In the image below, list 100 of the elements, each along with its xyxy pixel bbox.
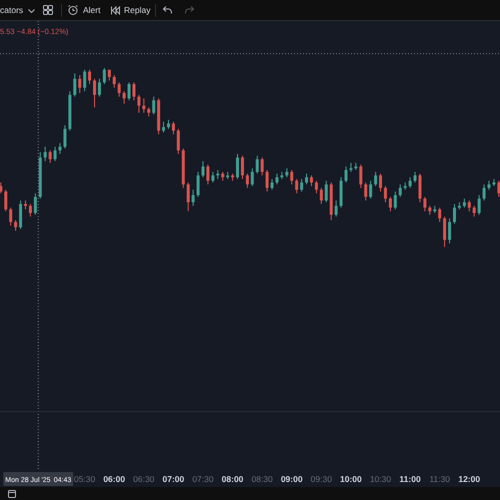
candlestick	[246, 174, 249, 188]
candlestick	[448, 218, 452, 244]
candlestick	[58, 143, 62, 154]
x-tick-label: 06:30	[133, 474, 155, 484]
candlestick	[260, 158, 264, 176]
candlestick	[478, 195, 481, 215]
candlestick	[78, 75, 82, 94]
x-tick-label: 07:00	[162, 474, 185, 484]
candlestick	[202, 161, 205, 178]
candlestick	[172, 122, 175, 134]
x-tick-label: 09:00	[280, 474, 303, 484]
x-tick-label: 06:00	[103, 474, 126, 484]
candlestick	[221, 172, 224, 181]
candlestick	[462, 198, 466, 208]
candlestick	[206, 164, 210, 184]
candlestick	[330, 182, 333, 220]
x-tick-label: 11:00	[399, 474, 421, 484]
candlestick	[240, 156, 244, 179]
candlestick	[108, 70, 111, 81]
candlestick	[216, 170, 220, 179]
candlestick	[305, 174, 308, 184]
candlestick	[364, 182, 368, 200]
candlestick	[492, 178, 496, 186]
candlestick	[167, 120, 170, 129]
candlestick	[369, 180, 372, 199]
candlestick	[270, 178, 274, 190]
candlestick	[9, 208, 12, 226]
candlestick	[487, 180, 490, 190]
candlestick	[354, 162, 358, 170]
candlestick	[398, 184, 402, 197]
candlestick	[414, 172, 417, 183]
candlestick	[468, 200, 471, 212]
candlestick	[497, 180, 500, 197]
candlestick	[404, 182, 407, 190]
candlestick	[438, 208, 442, 222]
candlestick	[24, 200, 27, 210]
candlestick	[19, 200, 22, 230]
candlestick	[14, 220, 18, 231]
candlestick	[176, 128, 180, 154]
x-tick-label: 05:30	[74, 474, 96, 484]
candlestick	[68, 91, 72, 131]
candlestick	[472, 206, 476, 217]
candlestick	[73, 73, 76, 97]
candlestick	[443, 216, 446, 247]
x-tick-label: 09:30	[310, 474, 332, 484]
candlestick	[182, 148, 185, 188]
candlestick	[290, 170, 294, 184]
candlestick	[452, 204, 456, 224]
x-tick-label: 12:00	[458, 474, 480, 484]
candlestick	[28, 204, 32, 217]
candlestick	[152, 96, 156, 115]
candlestick	[334, 200, 338, 217]
candlestick	[132, 82, 136, 100]
candlestick	[433, 206, 436, 213]
candlestick	[102, 68, 106, 84]
x-tick-label: 08:30	[251, 474, 274, 484]
candlestick	[122, 91, 126, 104]
candlestick	[275, 174, 278, 184]
candlestick	[196, 172, 200, 197]
x-tick-label: 08:00	[222, 474, 244, 484]
candlestick	[48, 150, 52, 163]
candlestick	[388, 196, 392, 212]
candlestick	[428, 206, 432, 215]
candlestick	[88, 70, 92, 84]
candlestick	[231, 174, 234, 181]
x-tick-label: 10:00	[340, 474, 362, 484]
candlestick	[423, 196, 426, 212]
candlestick	[349, 162, 352, 172]
candlestick	[359, 164, 362, 188]
x-tick-label: 11:30	[429, 474, 450, 484]
candlestick	[226, 172, 230, 179]
candlestick	[236, 154, 239, 179]
candlestick	[384, 186, 387, 202]
candlestick	[314, 180, 318, 194]
candlestick	[340, 177, 343, 208]
candlestick	[44, 146, 47, 162]
candlestick	[379, 174, 382, 192]
candlestick	[192, 190, 195, 206]
candlestick	[147, 107, 150, 116]
candlestick	[394, 192, 397, 210]
candlestick	[374, 172, 378, 186]
candlestick	[63, 125, 66, 149]
candlestick	[4, 190, 8, 212]
candlestick	[34, 193, 37, 215]
x-tick-label: 10:30	[370, 474, 392, 484]
candlestick	[137, 94, 140, 113]
candlestick	[118, 82, 121, 97]
candlestick	[458, 202, 461, 210]
candlestick	[186, 182, 190, 212]
candlestick	[162, 122, 166, 132]
candlestick	[98, 78, 101, 97]
candlestick	[112, 75, 116, 88]
candlestick	[266, 170, 269, 192]
candlestick	[250, 168, 254, 186]
candlestick	[408, 177, 412, 188]
candlestick	[482, 184, 486, 200]
x-tick-label: 07:30	[192, 474, 214, 484]
candlestick	[256, 156, 259, 174]
candlestick	[83, 70, 86, 92]
candlestick	[38, 152, 42, 199]
